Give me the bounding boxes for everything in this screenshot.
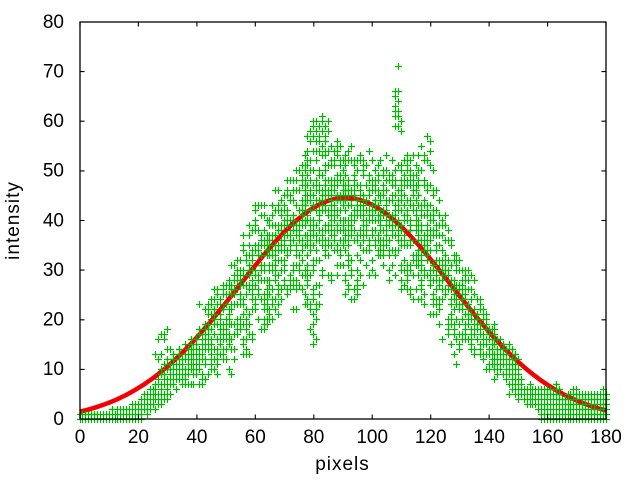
svg-text:50: 50 [43, 161, 64, 182]
svg-text:60: 60 [43, 111, 64, 132]
svg-text:10: 10 [43, 359, 64, 380]
svg-text:80: 80 [303, 427, 324, 448]
svg-text:160: 160 [532, 427, 564, 448]
svg-text:intensity: intensity [3, 181, 24, 260]
svg-text:20: 20 [43, 310, 64, 331]
svg-text:120: 120 [415, 427, 447, 448]
svg-text:0: 0 [75, 427, 86, 448]
svg-text:70: 70 [43, 61, 64, 82]
svg-text:60: 60 [245, 427, 266, 448]
svg-text:20: 20 [128, 427, 149, 448]
svg-text:30: 30 [43, 260, 64, 281]
svg-text:180: 180 [590, 427, 622, 448]
svg-text:0: 0 [53, 409, 64, 430]
svg-text:pixels: pixels [315, 454, 370, 475]
svg-text:80: 80 [43, 12, 64, 33]
svg-text:140: 140 [473, 427, 505, 448]
svg-text:40: 40 [186, 427, 207, 448]
svg-text:40: 40 [43, 210, 64, 231]
svg-text:100: 100 [356, 427, 388, 448]
